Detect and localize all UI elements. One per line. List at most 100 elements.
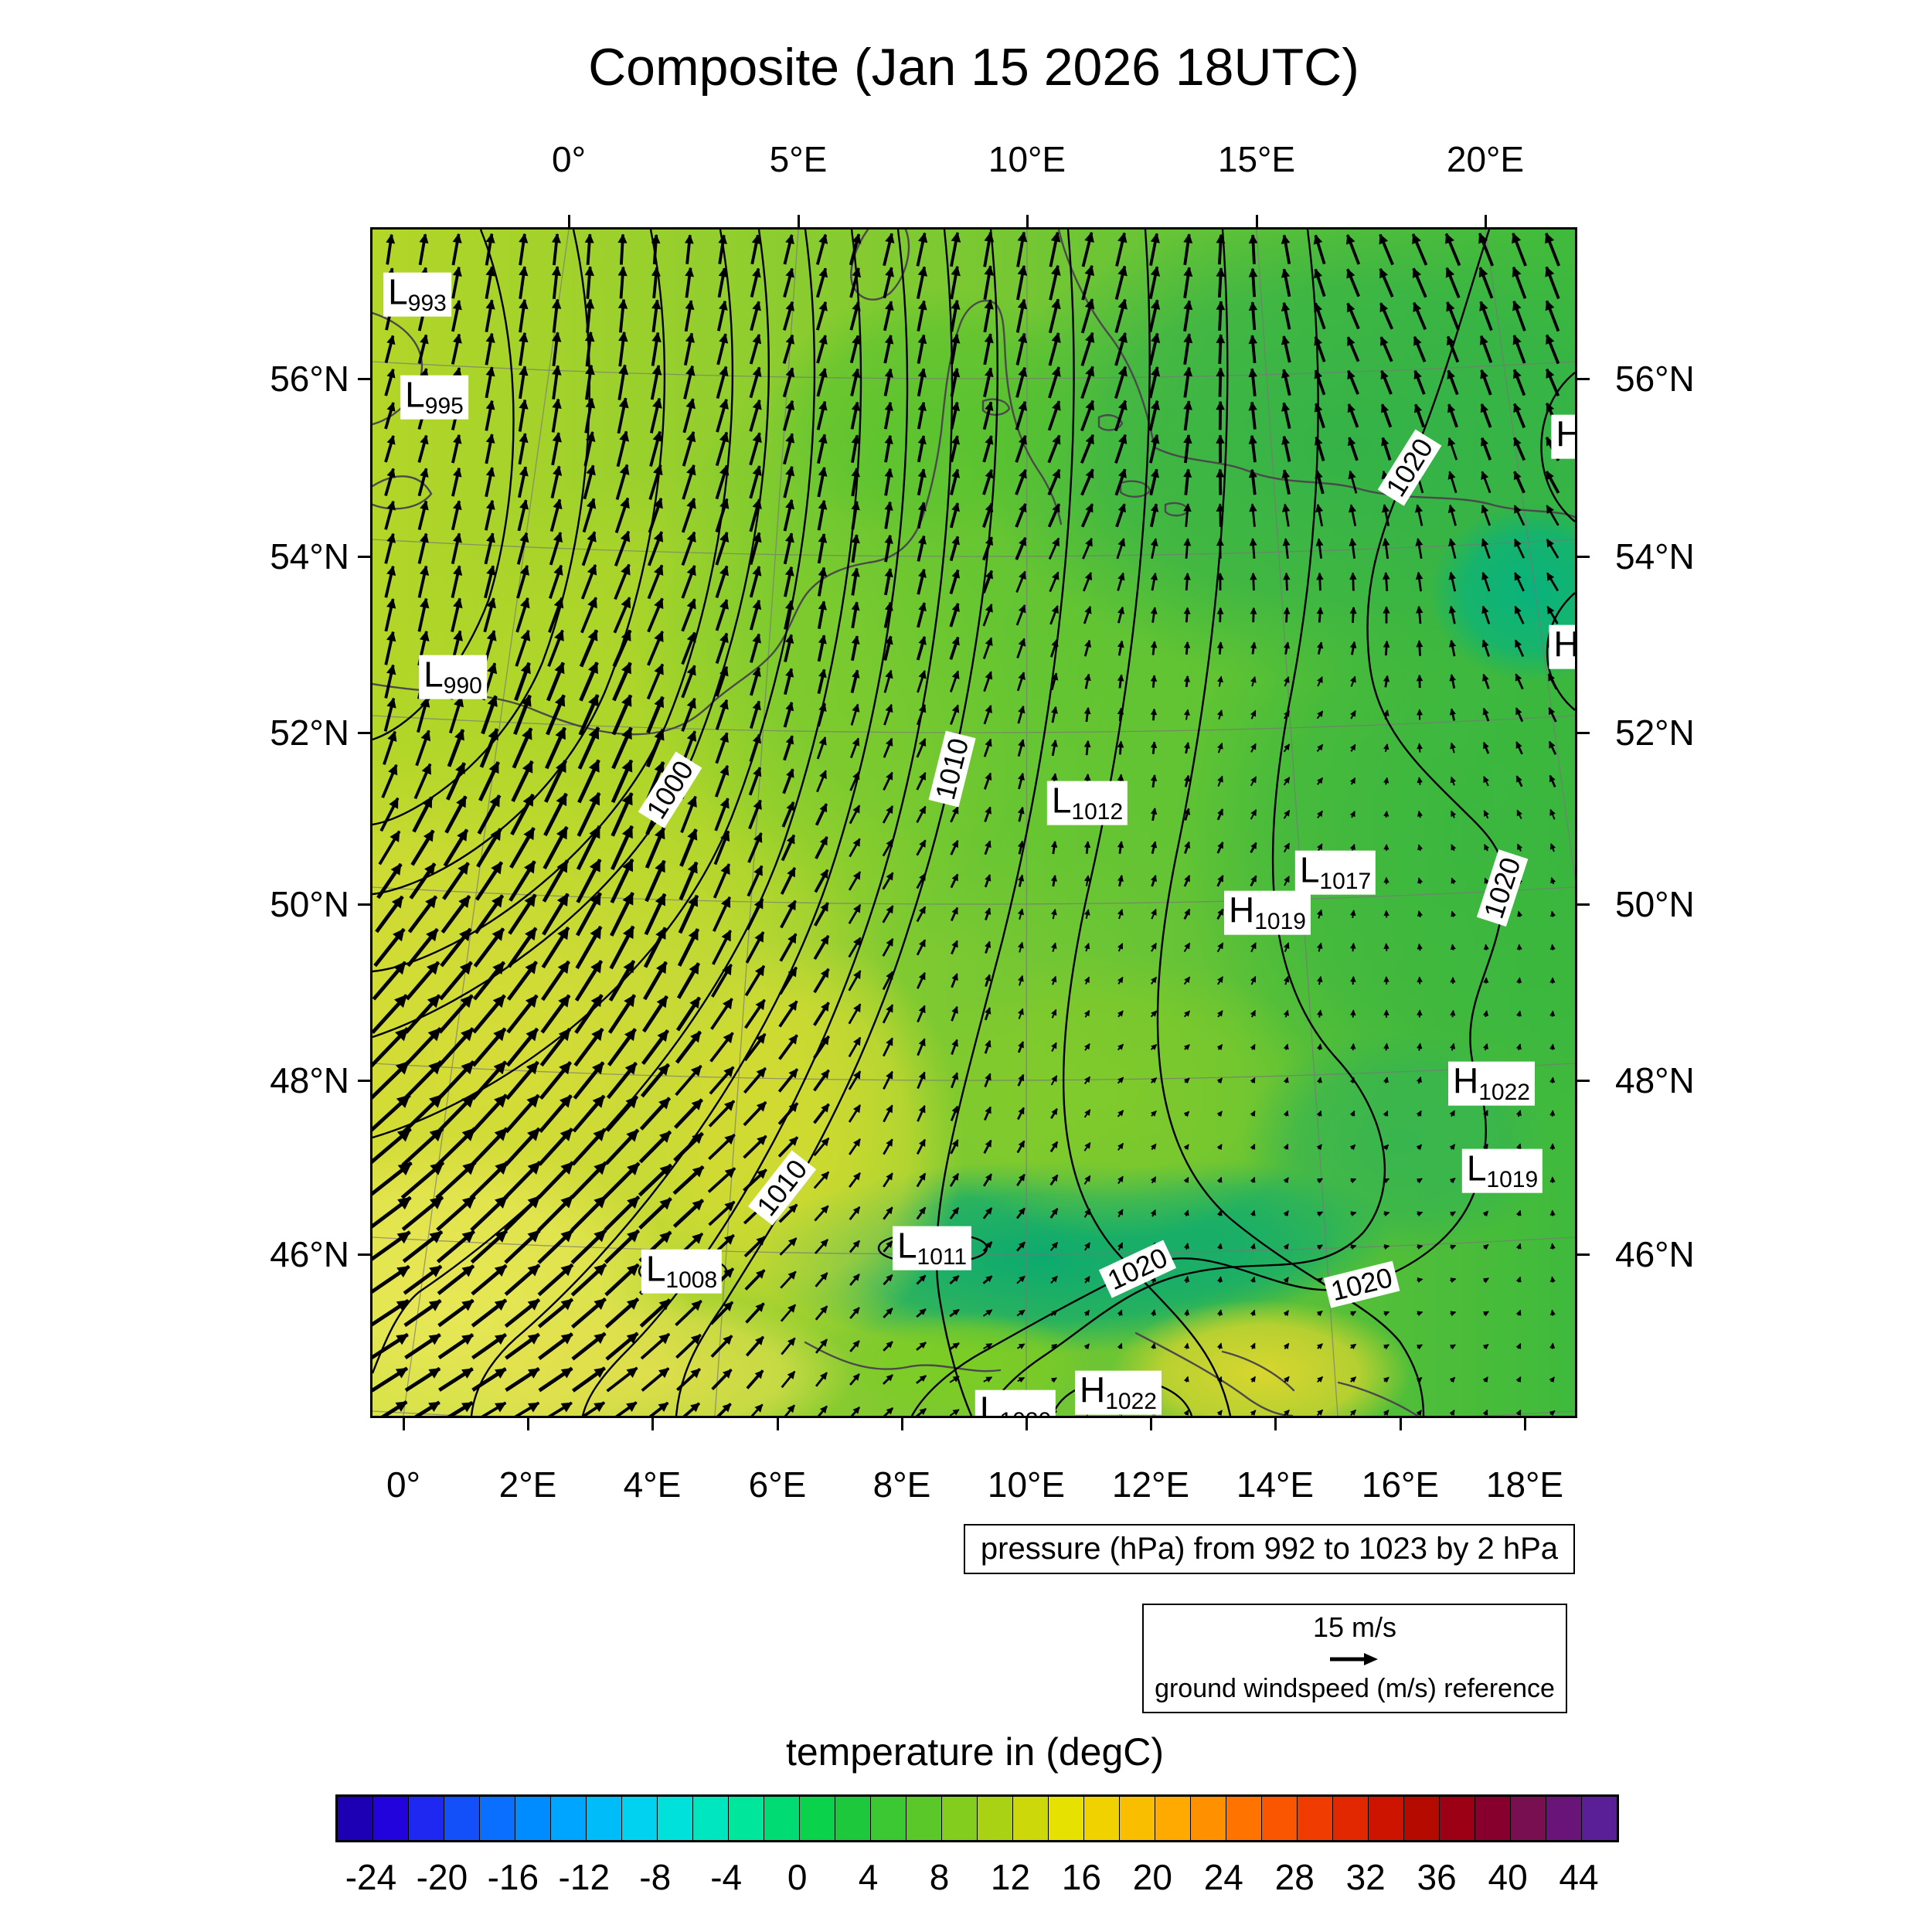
axis-tick [1255, 215, 1258, 227]
colorbar-tick-label: 0 [787, 1857, 808, 1897]
colorbar-tick-label: 20 [1132, 1857, 1172, 1897]
colorbar-tick-label: 4 [858, 1857, 879, 1897]
colorbar-segment [551, 1797, 587, 1840]
axis-tick [1577, 1253, 1590, 1256]
map-canvas [372, 230, 1575, 1416]
lon-label-top: 10°E [988, 139, 1066, 179]
colorbar-title: temperature in (degC) [785, 1730, 1165, 1774]
axis-tick [1026, 215, 1029, 227]
lon-label-bottom: 4°E [623, 1464, 682, 1505]
colorbar-segment [764, 1797, 800, 1840]
lat-label-left: 52°N [270, 713, 349, 753]
pressure-center-label: L1017 [1294, 850, 1376, 895]
pressure-center-label: H1022 [1075, 1370, 1162, 1415]
colorbar-segment [906, 1797, 942, 1840]
colorbar-tick-label: 36 [1417, 1857, 1457, 1897]
colorbar-segment [1369, 1797, 1404, 1840]
pressure-center-label: L990 [419, 655, 487, 699]
colorbar-segment [942, 1797, 978, 1840]
pressure-labels-layer: L993 L995 L990 1000 1010 L1012 L1017 H1019 1020 1… [372, 230, 1575, 1416]
contour-label: 1020 [1476, 849, 1529, 927]
pressure-center-label: L1019 [1461, 1148, 1543, 1193]
axis-tick [776, 1418, 779, 1430]
colorbar-segment [1226, 1797, 1262, 1840]
colorbar-tick-label: 32 [1345, 1857, 1386, 1897]
pressure-center-label: L1020 [975, 1389, 1056, 1416]
colorbar-segment [1582, 1797, 1617, 1840]
axis-tick [1274, 1418, 1277, 1430]
colorbar-tick-label: -12 [558, 1857, 611, 1897]
lat-label-left: 56°N [270, 359, 349, 399]
colorbar-segment [1440, 1797, 1475, 1840]
axis-tick [358, 1253, 370, 1256]
colorbar-segment [658, 1797, 693, 1840]
lon-label-bottom: 2°E [498, 1464, 557, 1505]
colorbar-segment [871, 1797, 906, 1840]
colorbar [335, 1794, 1619, 1842]
pressure-center-label: L1012 [1046, 781, 1128, 825]
lon-label-top: 20°E [1446, 139, 1525, 179]
colorbar-segment [1013, 1797, 1049, 1840]
wind-reference-arrow-icon [1330, 1652, 1378, 1665]
wind-arrows [372, 231, 1560, 1416]
contour-label: 1020 [1377, 429, 1442, 506]
colorbar-segment [1084, 1797, 1120, 1840]
lon-label-bottom: 10°E [987, 1464, 1066, 1505]
lon-label-top: 15°E [1217, 139, 1296, 179]
colorbar-tick-label: 12 [990, 1857, 1031, 1897]
colorbar-segment [480, 1797, 515, 1840]
axis-tick [358, 377, 370, 380]
colorbar-segment [1191, 1797, 1226, 1840]
pressure-range-caption: pressure (hPa) from 992 to 1023 by 2 hPa [963, 1524, 1575, 1574]
axis-tick [1025, 1418, 1028, 1430]
lon-label-bottom: 8°E [872, 1464, 931, 1505]
lon-label-top: 0° [552, 139, 586, 179]
colorbar-segment [978, 1797, 1013, 1840]
map-panel: L993 L995 L990 1000 1010 L1012 L1017 H1019 1020 1… [370, 227, 1577, 1418]
colorbar-segment [1262, 1797, 1298, 1840]
colorbar-tick-label: -24 [345, 1857, 397, 1897]
lat-label-left: 54°N [270, 536, 349, 577]
axis-tick [1523, 1418, 1526, 1430]
axis-tick [358, 555, 370, 558]
axis-tick [1577, 731, 1590, 734]
lat-label-right: 46°N [1615, 1234, 1695, 1274]
pressure-center-label: L1011 [892, 1226, 972, 1270]
lat-label-right: 48°N [1615, 1060, 1695, 1100]
colorbar-segment [1049, 1797, 1084, 1840]
colorbar-segment [1511, 1797, 1546, 1840]
axis-tick [1399, 1418, 1402, 1430]
axis-tick [1484, 215, 1487, 227]
lon-label-bottom: 0° [386, 1464, 420, 1505]
colorbar-segment [729, 1797, 764, 1840]
colorbar-tick-label: 28 [1274, 1857, 1315, 1897]
colorbar-segment [1475, 1797, 1511, 1840]
colorbar-segment [1333, 1797, 1369, 1840]
colorbar-segment [693, 1797, 729, 1840]
colorbar-segment [622, 1797, 658, 1840]
colorbar-tick-label: 40 [1488, 1857, 1528, 1897]
contour-label: 1020 [1098, 1240, 1177, 1298]
colorbar-tick-label: -20 [416, 1857, 468, 1897]
lat-label-left: 50°N [270, 884, 349, 924]
wind-reference-caption: ground windspeed (m/s) reference [1155, 1674, 1555, 1703]
colorbar-segment [835, 1797, 871, 1840]
colorbar-segment [1120, 1797, 1155, 1840]
axis-tick [526, 1418, 529, 1430]
axis-tick [358, 1079, 370, 1082]
colorbar-segment [373, 1797, 409, 1840]
pressure-center-label: H1019 [1224, 890, 1311, 935]
figure-title: Composite (Jan 15 2026 18UTC) [588, 38, 1359, 97]
lat-label-right: 52°N [1615, 713, 1695, 753]
wind-reference-speed: 15 m/s [1312, 1611, 1397, 1643]
contour-label: 1010 [747, 1150, 817, 1226]
colorbar-segment [1155, 1797, 1191, 1840]
colorbar-tick-label: -4 [710, 1857, 743, 1897]
colorbar-segment [587, 1797, 622, 1840]
contour-label: 1010 [928, 730, 976, 808]
axis-tick [402, 1418, 405, 1430]
colorbar-tick-label: 16 [1061, 1857, 1101, 1897]
pressure-range-text: pressure (hPa) from 992 to 1023 by 2 hPa [980, 1532, 1558, 1566]
pressure-center-label: H1022 [1448, 1061, 1535, 1106]
